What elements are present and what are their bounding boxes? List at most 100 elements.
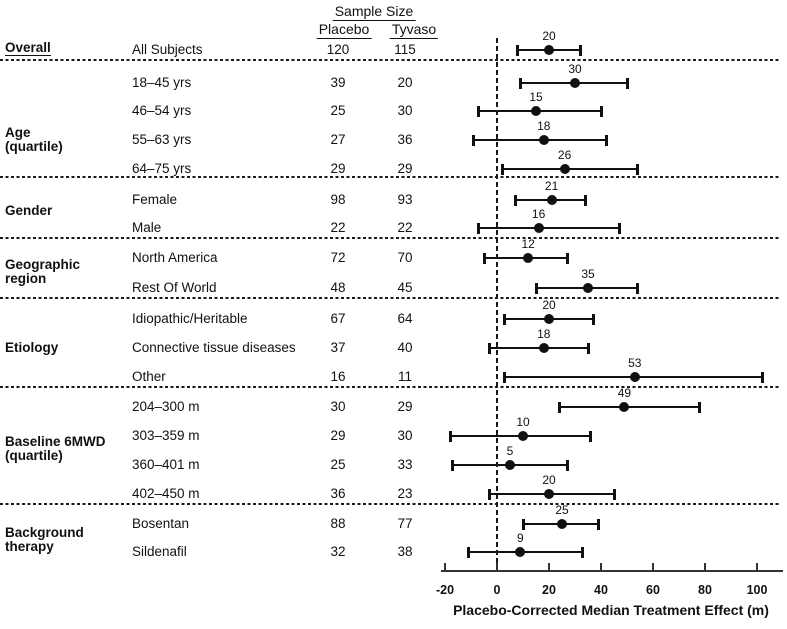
group-label: Baseline 6MWD (quartile) <box>5 433 106 463</box>
group-label: Etiology <box>5 339 59 355</box>
ci-lower-cap <box>466 546 470 558</box>
subgroup-label: Male <box>132 220 162 235</box>
tyvaso-n-value: 33 <box>397 457 413 472</box>
subgroup-label: All Subjects <box>132 42 203 57</box>
ci-lower-cap <box>516 44 520 56</box>
ci-upper-cap <box>586 342 590 354</box>
point-estimate-value: 26 <box>557 148 572 162</box>
x-axis <box>441 570 783 572</box>
point-estimate-marker <box>544 314 554 324</box>
point-estimate-marker <box>531 106 541 116</box>
point-estimate-marker <box>538 135 549 145</box>
placebo-n-value: 25 <box>330 103 346 118</box>
ci-upper-cap <box>565 252 569 264</box>
group-separator-line <box>0 59 780 61</box>
tyvaso-n-value: 38 <box>397 544 413 559</box>
placebo-n-value: 27 <box>330 132 346 147</box>
group-separator-line <box>0 176 780 178</box>
placebo-n-value: 88 <box>330 516 346 531</box>
subgroup-label: 360–401 m <box>132 457 200 472</box>
tyvaso-n-value: 30 <box>397 103 413 118</box>
point-estimate-marker <box>538 343 549 353</box>
ci-lower-cap <box>448 430 452 442</box>
placebo-n-value: 30 <box>330 399 346 414</box>
tyvaso-n-value: 64 <box>397 311 413 326</box>
ci-upper-cap <box>635 282 639 294</box>
point-estimate-marker <box>533 223 544 233</box>
point-estimate-marker <box>570 78 580 88</box>
x-tick-mark <box>756 563 758 571</box>
ci-upper-cap <box>635 163 639 175</box>
group-label: Geographic region <box>5 256 81 286</box>
ci-lower-cap <box>503 313 507 325</box>
subgroup-label: 55–63 yrs <box>132 132 192 147</box>
point-estimate-value: 12 <box>521 237 535 251</box>
tyvaso-n-value: 29 <box>397 399 413 414</box>
ci-lower-cap <box>534 282 538 294</box>
point-estimate-value: 20 <box>542 473 556 487</box>
ci-upper-cap <box>581 546 585 558</box>
placebo-n-value: 120 <box>326 42 350 57</box>
placebo-n-value: 72 <box>330 250 346 265</box>
x-tick-label: -20 <box>435 583 455 597</box>
group-label: Age (quartile) <box>5 124 63 154</box>
subgroup-label: Rest Of World <box>132 280 217 295</box>
point-estimate-value: 16 <box>531 207 546 221</box>
tyvaso-n-value: 77 <box>397 516 413 531</box>
confidence-interval-line <box>559 406 700 408</box>
confidence-interval-line <box>502 168 638 170</box>
placebo-n-value: 36 <box>330 486 346 501</box>
subgroup-label: 204–300 m <box>132 399 200 414</box>
point-estimate-value: 18 <box>537 119 551 133</box>
ci-lower-cap <box>500 163 504 175</box>
placebo-n-value: 32 <box>330 544 346 559</box>
ci-upper-cap <box>625 77 629 89</box>
point-estimate-value: 10 <box>516 415 530 429</box>
placebo-n-value: 37 <box>330 340 346 355</box>
x-tick-mark <box>704 563 706 571</box>
placebo-n-value: 22 <box>330 220 346 235</box>
ci-upper-cap <box>604 134 608 146</box>
x-tick-mark <box>548 563 550 571</box>
tyvaso-column-header: Tyvaso <box>389 21 439 39</box>
point-estimate-value: 30 <box>568 62 582 76</box>
tyvaso-n-value: 36 <box>397 132 413 147</box>
ci-upper-cap <box>591 313 595 325</box>
point-estimate-value: 35 <box>581 267 595 281</box>
point-estimate-value: 21 <box>544 179 559 193</box>
x-tick-label: 40 <box>594 583 608 597</box>
ci-lower-cap <box>482 252 486 264</box>
ci-upper-cap <box>612 488 616 500</box>
point-estimate-marker <box>619 402 630 412</box>
point-estimate-value: 53 <box>628 356 642 370</box>
subgroup-label: 402–450 m <box>132 486 200 501</box>
placebo-n-value: 25 <box>330 457 346 472</box>
x-tick-label: 80 <box>698 583 712 597</box>
tyvaso-n-value: 29 <box>397 161 413 176</box>
subgroup-label: 18–45 yrs <box>132 75 192 90</box>
ci-upper-cap <box>698 401 702 413</box>
placebo-n-value: 48 <box>330 280 346 295</box>
ci-lower-cap <box>451 459 455 471</box>
ci-lower-cap <box>487 488 491 500</box>
point-estimate-marker <box>557 519 567 529</box>
tyvaso-n-value: 45 <box>397 280 413 295</box>
point-estimate-value: 20 <box>542 298 556 312</box>
subgroup-label: 64–75 yrs <box>132 161 192 176</box>
ci-upper-cap <box>596 518 600 530</box>
group-separator-line <box>0 503 780 505</box>
subgroup-label: 46–54 yrs <box>132 103 192 118</box>
point-estimate-marker <box>544 489 554 499</box>
x-tick-label: 0 <box>493 583 501 597</box>
ci-lower-cap <box>557 401 561 413</box>
tyvaso-n-value: 20 <box>397 75 413 90</box>
ci-upper-cap <box>589 430 593 442</box>
tyvaso-n-value: 70 <box>397 250 413 265</box>
group-label: Background therapy <box>5 524 84 554</box>
x-tick-label: 60 <box>646 583 660 597</box>
tyvaso-n-value: 115 <box>394 42 416 57</box>
point-estimate-marker <box>559 164 570 174</box>
point-estimate-value: 15 <box>529 90 543 104</box>
group-label: Overall <box>5 39 51 57</box>
